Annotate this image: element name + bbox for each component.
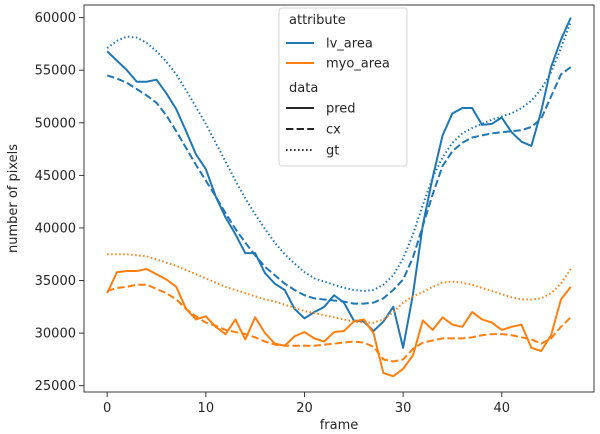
plot-area: 0 10 20 30 40 25000 30000 35000 40000 45000 50000… xyxy=(35,4,595,416)
legend-label-gt: gt xyxy=(326,144,339,159)
x-tick-label: 30 xyxy=(395,401,412,416)
x-axis-ticks: 0 10 20 30 40 xyxy=(103,392,510,416)
legend-frame xyxy=(278,7,408,167)
y-tick-label: 55000 xyxy=(35,64,76,79)
y-tick-label: 45000 xyxy=(35,169,76,184)
x-tick-label: 20 xyxy=(296,401,313,416)
series-line-myo-area-pred xyxy=(106,267,572,378)
y-tick-label: 50000 xyxy=(35,116,76,131)
y-axis-label: number of pixels xyxy=(6,144,21,253)
series-line-lv-area-pred xyxy=(106,17,572,349)
series-line-lv-area-cx xyxy=(106,66,572,305)
series-layer xyxy=(106,17,572,378)
x-axis-label: frame xyxy=(320,418,359,433)
y-tick-label: 25000 xyxy=(35,379,76,394)
legend: attribute lv_area myo_area data pred cx gt xyxy=(278,7,408,167)
legend-label-lv-area: lv_area xyxy=(326,37,373,52)
legend-hue-title: attribute xyxy=(289,13,346,28)
x-tick-label: 40 xyxy=(493,401,510,416)
y-tick-label: 60000 xyxy=(35,11,76,26)
y-tick-label: 35000 xyxy=(35,274,76,289)
legend-label-pred: pred xyxy=(326,102,356,117)
x-tick-label: 10 xyxy=(198,401,215,416)
legend-style-entries: pred cx gt xyxy=(286,102,356,159)
legend-label-myo-area: myo_area xyxy=(326,57,390,72)
x-tick-label: 0 xyxy=(103,401,111,416)
legend-label-cx: cx xyxy=(326,123,341,138)
series-line-myo-area-cx xyxy=(106,283,572,363)
y-tick-label: 40000 xyxy=(35,221,76,236)
plot-frame xyxy=(83,4,595,393)
legend-hue-entries: lv_area myo_area xyxy=(286,37,390,72)
y-tick-label: 30000 xyxy=(35,327,76,342)
legend-style-title: data xyxy=(289,81,318,96)
y-axis-ticks: 25000 30000 35000 40000 45000 50000 55000 60000 xyxy=(35,11,84,394)
